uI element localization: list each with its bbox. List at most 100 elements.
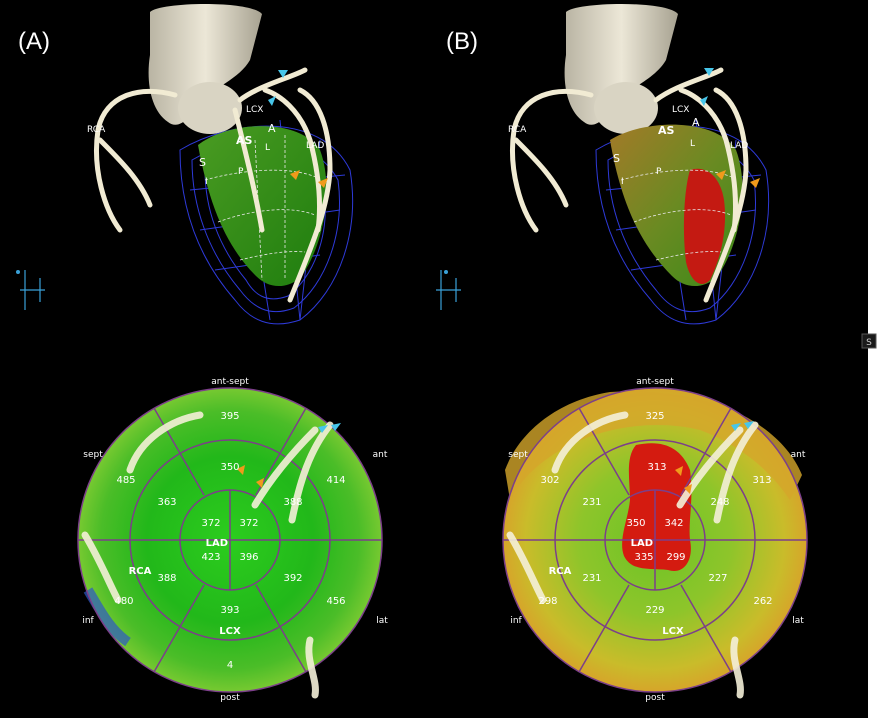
label-l: L [690, 139, 695, 149]
value-mid-ant-sept: 313 [647, 462, 666, 473]
label-as: AS [658, 124, 675, 137]
projected-vessels [81, 411, 334, 699]
segment-grid [620, 169, 735, 261]
direction-ant-sept: ant-sept [211, 377, 249, 387]
low-value-patch [83, 587, 131, 647]
orientation-icon [20, 270, 45, 310]
label-i: I [621, 177, 624, 187]
segment-lines [502, 387, 808, 693]
value-basal-inf: 298 [538, 596, 557, 607]
direction-lat: lat [792, 616, 804, 626]
value-apex-ll: 423 [201, 552, 220, 563]
label-s: S [199, 156, 206, 169]
label-rca: RCA [87, 125, 106, 135]
label-lad: LAD [306, 141, 324, 151]
label-as: AS [236, 134, 253, 147]
value-basal-inf: 480 [114, 596, 133, 607]
panel-a-3d-heart: RCA LCX LAD AS A L S I P [16, 4, 353, 325]
territory-lcx: LCX [662, 626, 684, 637]
direction-inf: inf [82, 616, 94, 626]
cyan-arrowhead [744, 421, 754, 429]
value-mid-sept: 363 [157, 497, 176, 508]
orange-arrowhead [256, 478, 264, 488]
value-mid-lat: 392 [283, 573, 302, 584]
aortic-root [178, 82, 242, 134]
direction-ant-sept: ant-sept [636, 377, 674, 387]
label-lcx: LCX [672, 105, 689, 115]
panel-a-bullseye: ant-sept sept ant inf lat post LAD RCA L… [77, 377, 388, 703]
cyan-arrowhead [278, 70, 288, 78]
cyan-arrowhead [704, 68, 714, 76]
orientation-dot [16, 270, 20, 274]
coronary-vessels [510, 67, 749, 303]
value-apex-lr: 396 [239, 552, 258, 563]
orange-arrowhead [675, 466, 683, 476]
aortic-root [594, 82, 658, 134]
value-mid-sept: 231 [582, 497, 601, 508]
cyan-arrowhead [268, 96, 276, 106]
label-rca: RCA [508, 125, 527, 135]
panel-label-a: (A) [18, 28, 50, 55]
direction-sept: sept [83, 450, 103, 460]
ischemic-region [622, 443, 692, 571]
territory-lad: LAD [206, 538, 228, 549]
value-mid-ant-sept: 350 [220, 462, 239, 473]
value-apex-ur: 372 [239, 518, 258, 529]
value-basal-lat: 262 [753, 596, 772, 607]
value-mid-inf: 388 [157, 573, 176, 584]
cyan-arrowhead [331, 423, 341, 431]
value-basal-ant: 414 [326, 475, 345, 486]
value-mid-post: 393 [220, 605, 239, 616]
direction-post: post [645, 693, 665, 703]
edge-mark-s: S [866, 338, 872, 348]
label-lcx: LCX [246, 105, 263, 115]
territory-lad: LAD [631, 538, 653, 549]
label-p: P [656, 167, 662, 177]
ischemic-region [683, 168, 726, 284]
direction-post: post [220, 693, 240, 703]
orange-arrowhead [318, 178, 328, 188]
value-apex-lr: 299 [666, 552, 685, 563]
value-basal-ant: 313 [752, 475, 771, 486]
value-apex-ul: 350 [626, 518, 645, 529]
direction-lat: lat [376, 616, 388, 626]
orange-arrowhead [290, 170, 300, 180]
left-ventricle [198, 126, 327, 287]
orange-arrowhead [750, 178, 760, 188]
label-lad: LAD [730, 141, 748, 151]
label-s: S [613, 152, 620, 165]
orientation-icon [436, 270, 461, 310]
value-mid-lat: 227 [708, 573, 727, 584]
cyan-arrowhead [700, 96, 708, 106]
value-basal-ant-sept: 395 [220, 411, 239, 422]
label-i: I [205, 177, 208, 187]
territory-lcx: LCX [219, 626, 241, 637]
value-apex-ll: 335 [634, 552, 653, 563]
edge-mark-box [861, 333, 877, 349]
value-basal-lat: 456 [326, 596, 345, 607]
value-mid-ant: 248 [710, 497, 729, 508]
value-apex-ul: 372 [201, 518, 220, 529]
panel-b-3d-heart: RCA LCX LAD AS A L S I P [436, 4, 769, 325]
direction-inf: inf [510, 616, 522, 626]
direction-ant: ant [791, 450, 806, 460]
projected-vessels [506, 411, 759, 699]
orange-arrowhead [684, 484, 692, 494]
value-mid-ant: 388 [283, 497, 302, 508]
basal-warm-zone [505, 391, 802, 500]
value-mid-inf: 231 [582, 573, 601, 584]
label-p: P [238, 167, 244, 177]
panel-label-b: (B) [446, 28, 478, 55]
right-border [868, 0, 878, 718]
value-basal-post: 4 [227, 660, 233, 671]
label-l: L [265, 143, 270, 153]
cyan-arrowhead [318, 425, 328, 433]
value-basal-sept: 485 [116, 475, 135, 486]
territory-rca: RCA [129, 566, 152, 577]
value-basal-sept: 302 [540, 475, 559, 486]
orange-arrowhead [237, 465, 245, 475]
direction-ant: ant [373, 450, 388, 460]
panel-b-bullseye: ant-sept sept ant inf lat post LAD RCA L… [502, 377, 808, 703]
